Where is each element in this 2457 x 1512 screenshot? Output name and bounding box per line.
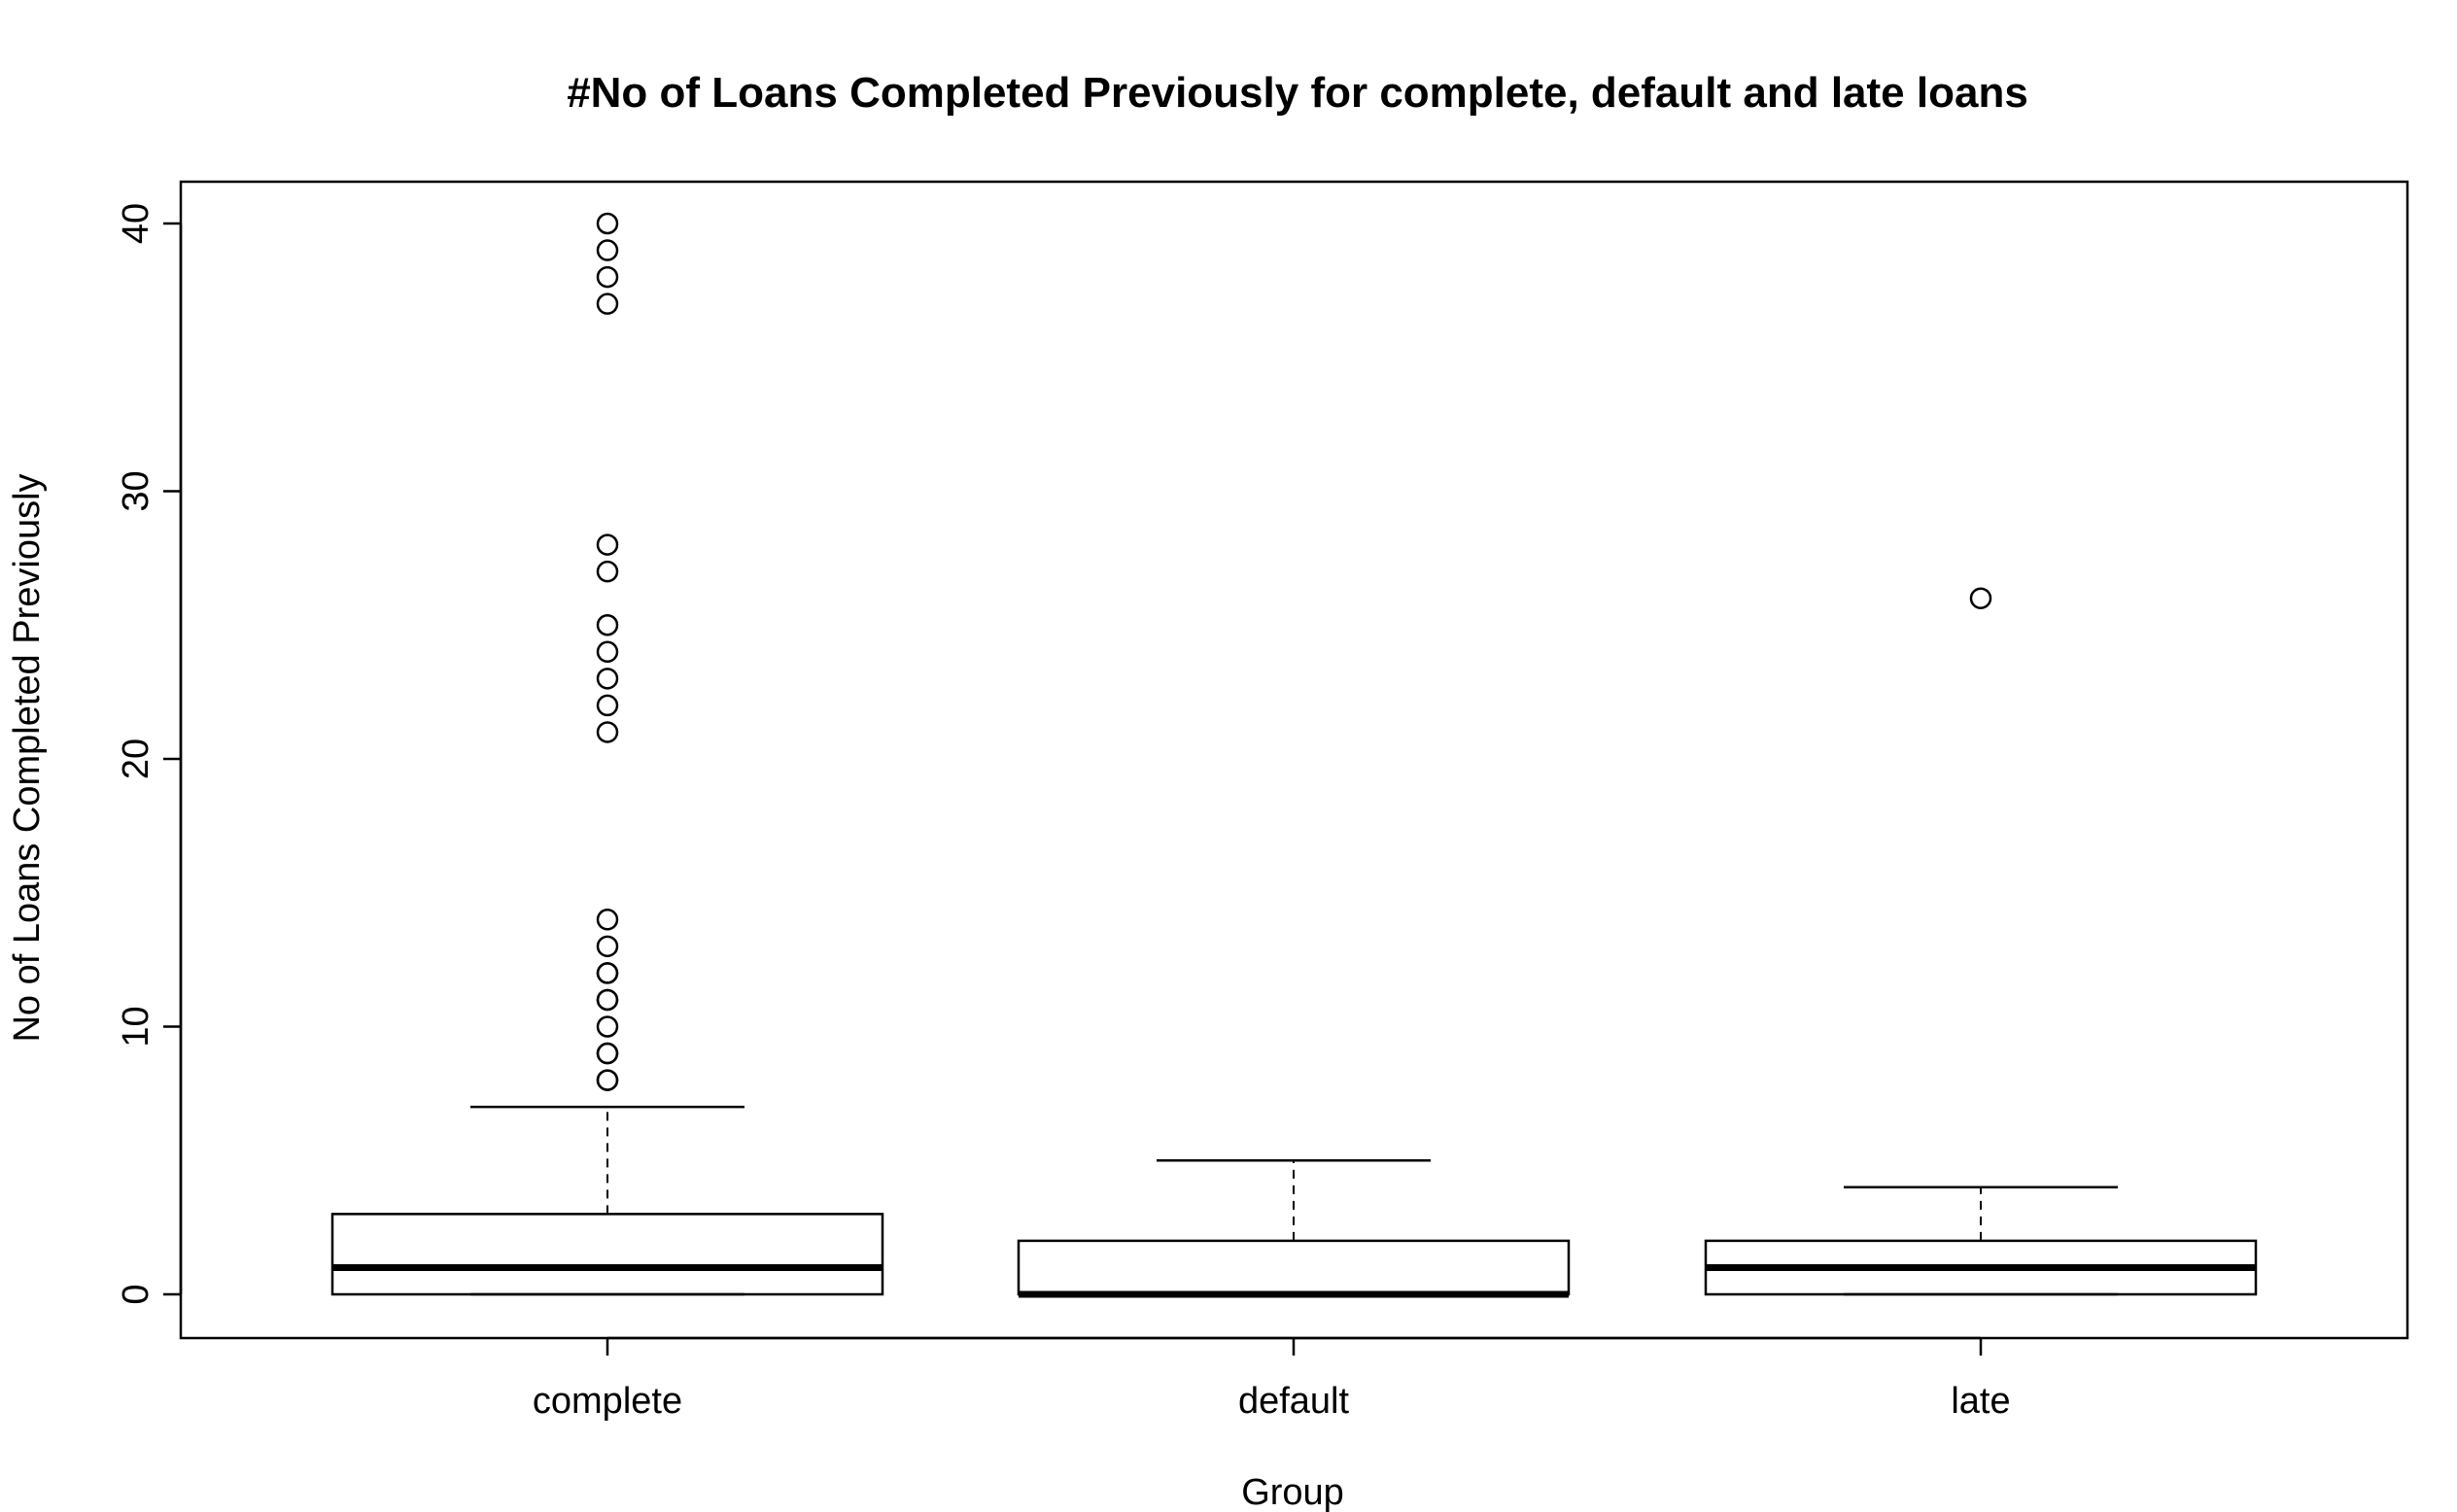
outlier-point — [1969, 587, 1992, 609]
y-tick-label: 0 — [116, 1284, 156, 1304]
y-tick-label: 20 — [116, 739, 156, 779]
x-tick-label: complete — [533, 1381, 682, 1422]
outlier-point — [596, 935, 619, 958]
outlier-point — [596, 988, 619, 1012]
box-late — [1704, 587, 2258, 1296]
boxplot-series — [330, 212, 2258, 1298]
y-tick-label: 10 — [116, 1006, 156, 1047]
outlier-point — [596, 239, 619, 261]
plot-frame — [179, 180, 2409, 1340]
y-tick-label: 30 — [116, 470, 156, 511]
box-default — [1017, 1159, 1571, 1298]
outlier-point — [596, 1042, 619, 1065]
outlier-point — [596, 668, 619, 690]
box-complete — [330, 212, 884, 1296]
chart-title: #No of Loans Completed Previously for co… — [567, 69, 2028, 117]
outlier-point — [596, 640, 619, 664]
y-axis: 0 10 20 30 40 — [116, 203, 183, 1305]
outlier-point — [596, 533, 619, 556]
outlier-point — [596, 1015, 619, 1038]
outlier-point — [596, 962, 619, 984]
x-tick-label: late — [1951, 1381, 2010, 1422]
x-axis: complete default late — [533, 1336, 2011, 1422]
x-axis-label: Group — [1241, 1472, 1344, 1512]
y-tick-label: 40 — [116, 203, 156, 244]
iqr-box — [330, 1213, 884, 1296]
outlier-point — [596, 212, 619, 235]
outlier-point — [596, 292, 619, 315]
outlier-point — [596, 560, 619, 583]
y-axis-label: No of Loans Completed Previously — [7, 473, 48, 1042]
outlier-point — [596, 909, 619, 931]
x-tick-label: default — [1238, 1381, 1350, 1422]
outlier-point — [596, 614, 619, 636]
outlier-point — [596, 1069, 619, 1091]
outlier-point — [596, 265, 619, 289]
outlier-point — [596, 721, 619, 743]
iqr-box — [1017, 1239, 1571, 1296]
outlier-point — [596, 694, 619, 717]
